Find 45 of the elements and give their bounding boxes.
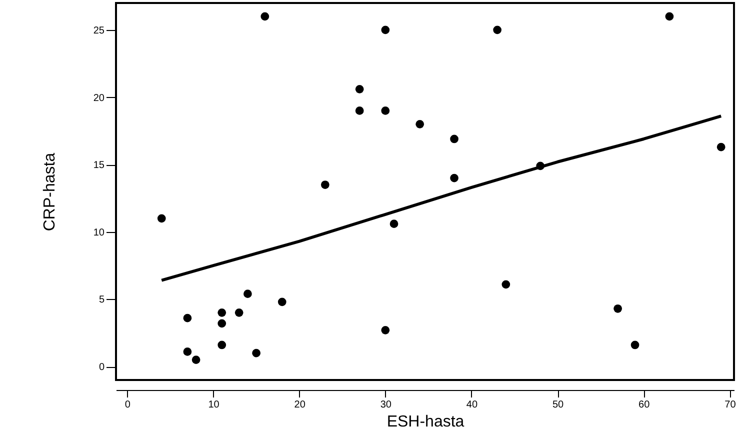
point [355,84,364,94]
point [244,290,252,298]
y-tick-label: 25 [93,25,105,36]
line-series [160,114,723,282]
point [218,308,226,317]
x-tick-label: 60 [638,400,650,410]
y-axis-title: CRP-hasta [41,152,58,232]
point [278,298,286,306]
point [320,180,330,189]
point [234,308,244,317]
point [416,120,424,128]
point [218,319,226,328]
point [355,106,364,115]
x-tick-label: 10 [208,400,220,410]
x-tick-label: 40 [466,400,478,410]
point [183,348,192,356]
y-tick-label: 20 [93,92,105,104]
x-tick-label: 50 [552,400,564,410]
point [252,348,260,358]
point [218,340,226,350]
point [260,12,270,21]
point [665,12,674,21]
point [183,314,192,322]
y-tick-label: 5 [98,294,105,306]
y-tick-label: 15 [93,160,105,172]
x-tick-label: 70 [724,400,736,410]
point [192,356,200,364]
point [502,280,510,289]
point [157,214,166,223]
point [450,134,458,144]
point [381,26,390,34]
point [450,174,458,182]
point [390,220,398,228]
point [614,304,622,313]
x-tick-label: 30 [380,400,392,410]
point [716,142,726,152]
x-axis-title: ESH-hasta [386,414,464,430]
x-tick-label: 20 [294,400,306,410]
x-tick-label: 0 [124,400,131,410]
point [493,26,502,34]
y-tick-label: 0 [98,362,105,374]
point [630,340,640,350]
y-tick-label: 10 [93,227,105,238]
point [381,106,390,115]
point [381,326,390,334]
